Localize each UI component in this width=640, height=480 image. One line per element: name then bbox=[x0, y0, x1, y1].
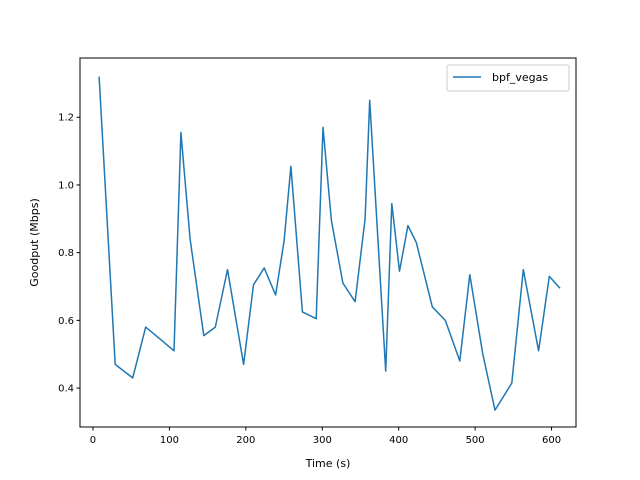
x-tick-label: 300 bbox=[313, 435, 332, 446]
legend-frame bbox=[446, 64, 570, 92]
y-tick-label: 1.0 bbox=[58, 180, 74, 191]
x-tick-label: 200 bbox=[236, 435, 255, 446]
x-tick-label: 400 bbox=[389, 435, 408, 446]
y-tick-label: 1.2 bbox=[58, 113, 74, 124]
x-tick-label: 100 bbox=[160, 435, 179, 446]
plot-frame bbox=[79, 57, 577, 428]
x-tick-label: 500 bbox=[466, 435, 485, 446]
y-axis: 0.4 0.6 0.8 1.0 1.2 bbox=[58, 113, 80, 395]
y-tick-label: 0.8 bbox=[58, 248, 74, 259]
x-tick-label: 600 bbox=[542, 435, 561, 446]
x-axis-label: Time (s) bbox=[305, 457, 351, 470]
legend-label-bpf-vegas: bpf_vegas bbox=[492, 71, 548, 84]
y-tick-label: 0.6 bbox=[58, 316, 74, 327]
legend: bpf_vegas bbox=[446, 64, 570, 92]
x-axis: 0 100 200 300 400 500 600 bbox=[90, 427, 561, 446]
plot-area bbox=[79, 57, 577, 428]
x-tick-label: 0 bbox=[90, 435, 96, 446]
y-tick-label: 0.4 bbox=[58, 384, 74, 395]
y-axis-label: Goodput (Mbps) bbox=[28, 198, 41, 287]
series-line-bpf-vegas bbox=[98, 76, 561, 411]
